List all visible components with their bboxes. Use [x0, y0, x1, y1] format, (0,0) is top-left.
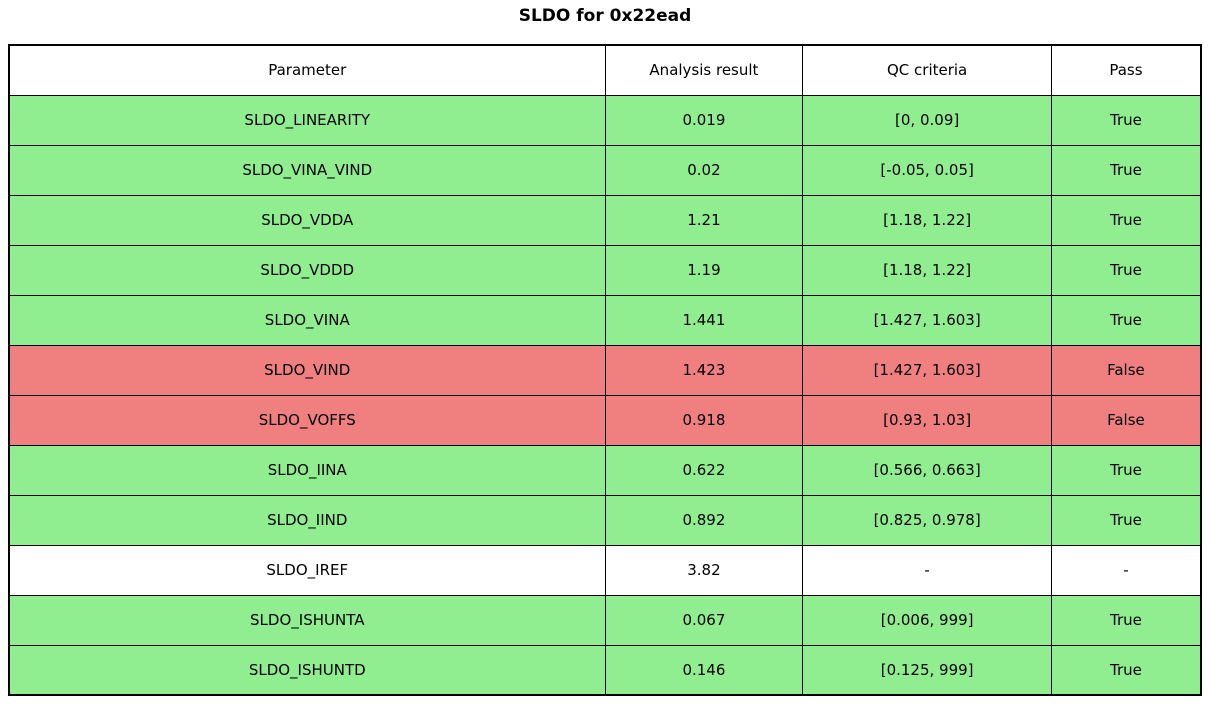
cell-pass: True	[1050, 294, 1202, 346]
cell-result: 0.02	[604, 144, 804, 196]
cell-criteria: [0.825, 0.978]	[802, 494, 1052, 546]
cell-result: 3.82	[604, 544, 804, 596]
cell-result: 0.892	[604, 494, 804, 546]
cell-result: 0.622	[604, 444, 804, 496]
cell-result: 0.146	[604, 644, 804, 696]
cell-parameter: SLDO_VIND	[8, 344, 606, 396]
cell-criteria: [0.566, 0.663]	[802, 444, 1052, 496]
cell-parameter: SLDO_VDDD	[8, 244, 606, 296]
cell-criteria: [1.427, 1.603]	[802, 294, 1052, 346]
cell-parameter: SLDO_VDDA	[8, 194, 606, 246]
cell-criteria: [0.125, 999]	[802, 644, 1052, 696]
cell-result: 1.423	[604, 344, 804, 396]
table-row: SLDO_IREF 3.82- -	[8, 544, 1202, 596]
cell-pass: True	[1050, 644, 1202, 696]
cell-result: 0.019	[604, 94, 804, 146]
cell-criteria: [1.427, 1.603]	[802, 344, 1052, 396]
table-row: SLDO_ISHUNTD 0.146 [0.125, 999] True	[8, 644, 1202, 696]
cell-parameter: SLDO_VINA_VIND	[8, 144, 606, 196]
cell-pass: True	[1050, 94, 1202, 146]
cell-criteria: [0, 0.09]	[802, 94, 1052, 146]
table-row: SLDO_ISHUNTA 0.067 [0.006, 999] True	[8, 594, 1202, 646]
cell-pass: True	[1050, 594, 1202, 646]
cell-pass: True	[1050, 144, 1202, 196]
cell-result: 1.441	[604, 294, 804, 346]
cell-parameter: SLDO_ISHUNTA	[8, 594, 606, 646]
cell-result: 0.918	[604, 394, 804, 446]
cell-pass: -	[1050, 544, 1202, 596]
cell-pass: True	[1050, 194, 1202, 246]
cell-pass: False	[1050, 344, 1202, 396]
cell-pass: True	[1050, 494, 1202, 546]
column-header-pass: Pass	[1050, 44, 1202, 96]
table-row: SLDO_VDDA 1.21 [1.18, 1.22] True	[8, 194, 1202, 246]
cell-parameter: SLDO_LINEARITY	[8, 94, 606, 146]
cell-parameter: SLDO_IREF	[8, 544, 606, 596]
table-row: SLDO_LINEARITY 0.019 [0, 0.09] True	[8, 94, 1202, 146]
column-header-parameter: Parameter	[8, 44, 606, 96]
cell-criteria: [1.18, 1.22]	[802, 194, 1052, 246]
cell-criteria: [1.18, 1.22]	[802, 244, 1052, 296]
cell-parameter: SLDO_ISHUNTD	[8, 644, 606, 696]
table-row: SLDO_VINA 1.441 [1.427, 1.603] True	[8, 294, 1202, 346]
cell-parameter: SLDO_VINA	[8, 294, 606, 346]
table-header-row: Parameter Analysis result QC criteria Pa…	[8, 44, 1202, 96]
table-row: SLDO_IIND 0.892 [0.825, 0.978] True	[8, 494, 1202, 546]
table-row: SLDO_VDDD 1.19 [1.18, 1.22] True	[8, 244, 1202, 296]
column-header-qc-criteria: QC criteria	[802, 44, 1052, 96]
sldo-qc-table: Parameter Analysis result QC criteria Pa…	[8, 44, 1202, 696]
cell-pass: True	[1050, 244, 1202, 296]
cell-parameter: SLDO_IINA	[8, 444, 606, 496]
cell-criteria: [0.006, 999]	[802, 594, 1052, 646]
cell-parameter: SLDO_VOFFS	[8, 394, 606, 446]
table-row: SLDO_IINA 0.622 [0.566, 0.663] True	[8, 444, 1202, 496]
cell-result: 0.067	[604, 594, 804, 646]
table-row: SLDO_VIND 1.423 [1.427, 1.603] False	[8, 344, 1202, 396]
figure-title: SLDO for 0x22ead	[518, 6, 692, 26]
cell-pass: True	[1050, 444, 1202, 496]
column-header-analysis-result: Analysis result	[604, 44, 804, 96]
cell-criteria: [0.93, 1.03]	[802, 394, 1052, 446]
cell-criteria: -	[802, 544, 1052, 596]
table-row: SLDO_VOFFS 0.918 [0.93, 1.03] False	[8, 394, 1202, 446]
cell-criteria: [-0.05, 0.05]	[802, 144, 1052, 196]
cell-result: 1.19	[604, 244, 804, 296]
cell-parameter: SLDO_IIND	[8, 494, 606, 546]
table-row: SLDO_VINA_VIND 0.02 [-0.05, 0.05] True	[8, 144, 1202, 196]
table-body: SLDO_LINEARITY 0.019 [0, 0.09] True SLDO_VIN…	[8, 94, 1202, 696]
cell-result: 1.21	[604, 194, 804, 246]
cell-pass: False	[1050, 394, 1202, 446]
